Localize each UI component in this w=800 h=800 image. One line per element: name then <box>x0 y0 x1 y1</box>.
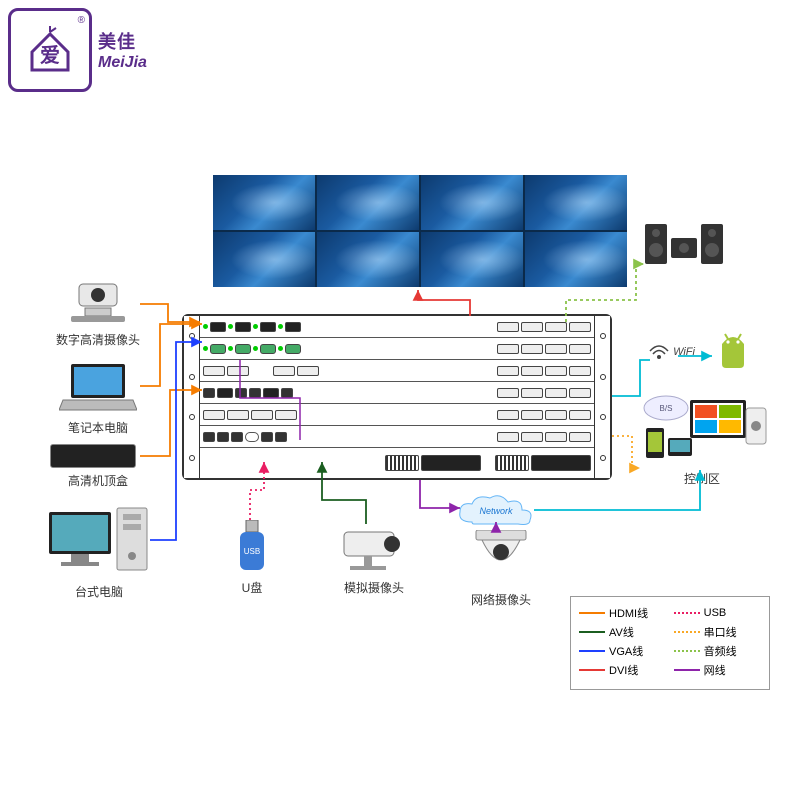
slot-net <box>200 426 594 448</box>
svg-text:Network: Network <box>479 506 513 516</box>
device-analog-camera: 模拟摄像头 <box>324 524 424 596</box>
label-digital-camera: 数字高清摄像头 <box>50 331 146 348</box>
device-digital-camera: 数字高清摄像头 <box>50 280 146 348</box>
slot-dvi-2 <box>200 404 594 426</box>
rack-ear-right <box>594 316 610 478</box>
legend-item: 串口线 <box>674 624 761 640</box>
label-usb: U盘 <box>222 579 282 596</box>
label-control: 控制区 <box>684 470 720 487</box>
label-net-camera: 网络摄像头 <box>456 591 546 608</box>
legend-item: DVI线 <box>579 662 666 678</box>
slot-hdmi-in <box>200 316 594 338</box>
device-usb: USB U盘 <box>222 520 282 596</box>
legend-item: HDMI线 <box>579 605 666 621</box>
wifi-text: WiFi <box>673 346 695 358</box>
rack-ear-left <box>184 316 200 478</box>
logo-text: 美佳 MeiJia <box>98 28 147 72</box>
device-laptop: 笔记本电脑 <box>50 362 146 436</box>
label-stb: 高清机顶盒 <box>50 472 146 489</box>
logo-mark: ® 爱 <box>8 8 92 92</box>
brand-logo: ® 爱 美佳 MeiJia <box>8 8 147 92</box>
legend-item: 音频线 <box>674 643 761 659</box>
wifi-label: WiFi <box>648 343 695 361</box>
switcher-slots <box>200 316 594 478</box>
registered-mark: ® <box>78 15 85 26</box>
legend-item: USB <box>674 605 761 621</box>
slot-psu <box>200 448 594 478</box>
logo-cn: 美佳 <box>98 28 147 54</box>
device-desktop: 台式电脑 <box>44 506 154 600</box>
svg-text:USB: USB <box>244 547 260 556</box>
label-desktop: 台式电脑 <box>44 583 154 600</box>
legend-box: HDMI线 USB AV线串口线 VGA线音频线 DVI线网线 <box>570 596 770 690</box>
android-icon <box>716 330 750 370</box>
legend-item: AV线 <box>579 624 666 640</box>
control-devices-icon: B/S <box>638 392 768 468</box>
legend-item: 网线 <box>674 662 761 678</box>
logo-en: MeiJia <box>98 54 147 72</box>
logo-char: 爱 <box>40 44 60 67</box>
video-wall <box>213 175 627 287</box>
device-stb: 高清机顶盒 <box>50 444 146 489</box>
device-net-camera: 网络摄像头 <box>456 530 546 608</box>
slot-vga-in <box>200 338 594 360</box>
matrix-switcher <box>182 314 612 480</box>
speakers-icon <box>645 220 723 264</box>
legend-item: VGA线 <box>579 643 666 659</box>
bs-text: B/S <box>660 404 673 413</box>
slot-mixed <box>200 382 594 404</box>
label-analog-camera: 模拟摄像头 <box>324 579 424 596</box>
label-laptop: 笔记本电脑 <box>50 419 146 436</box>
slot-dvi-1 <box>200 360 594 382</box>
logo-house-icon: 爱 <box>26 26 74 74</box>
network-cloud-icon: Network <box>456 494 536 535</box>
